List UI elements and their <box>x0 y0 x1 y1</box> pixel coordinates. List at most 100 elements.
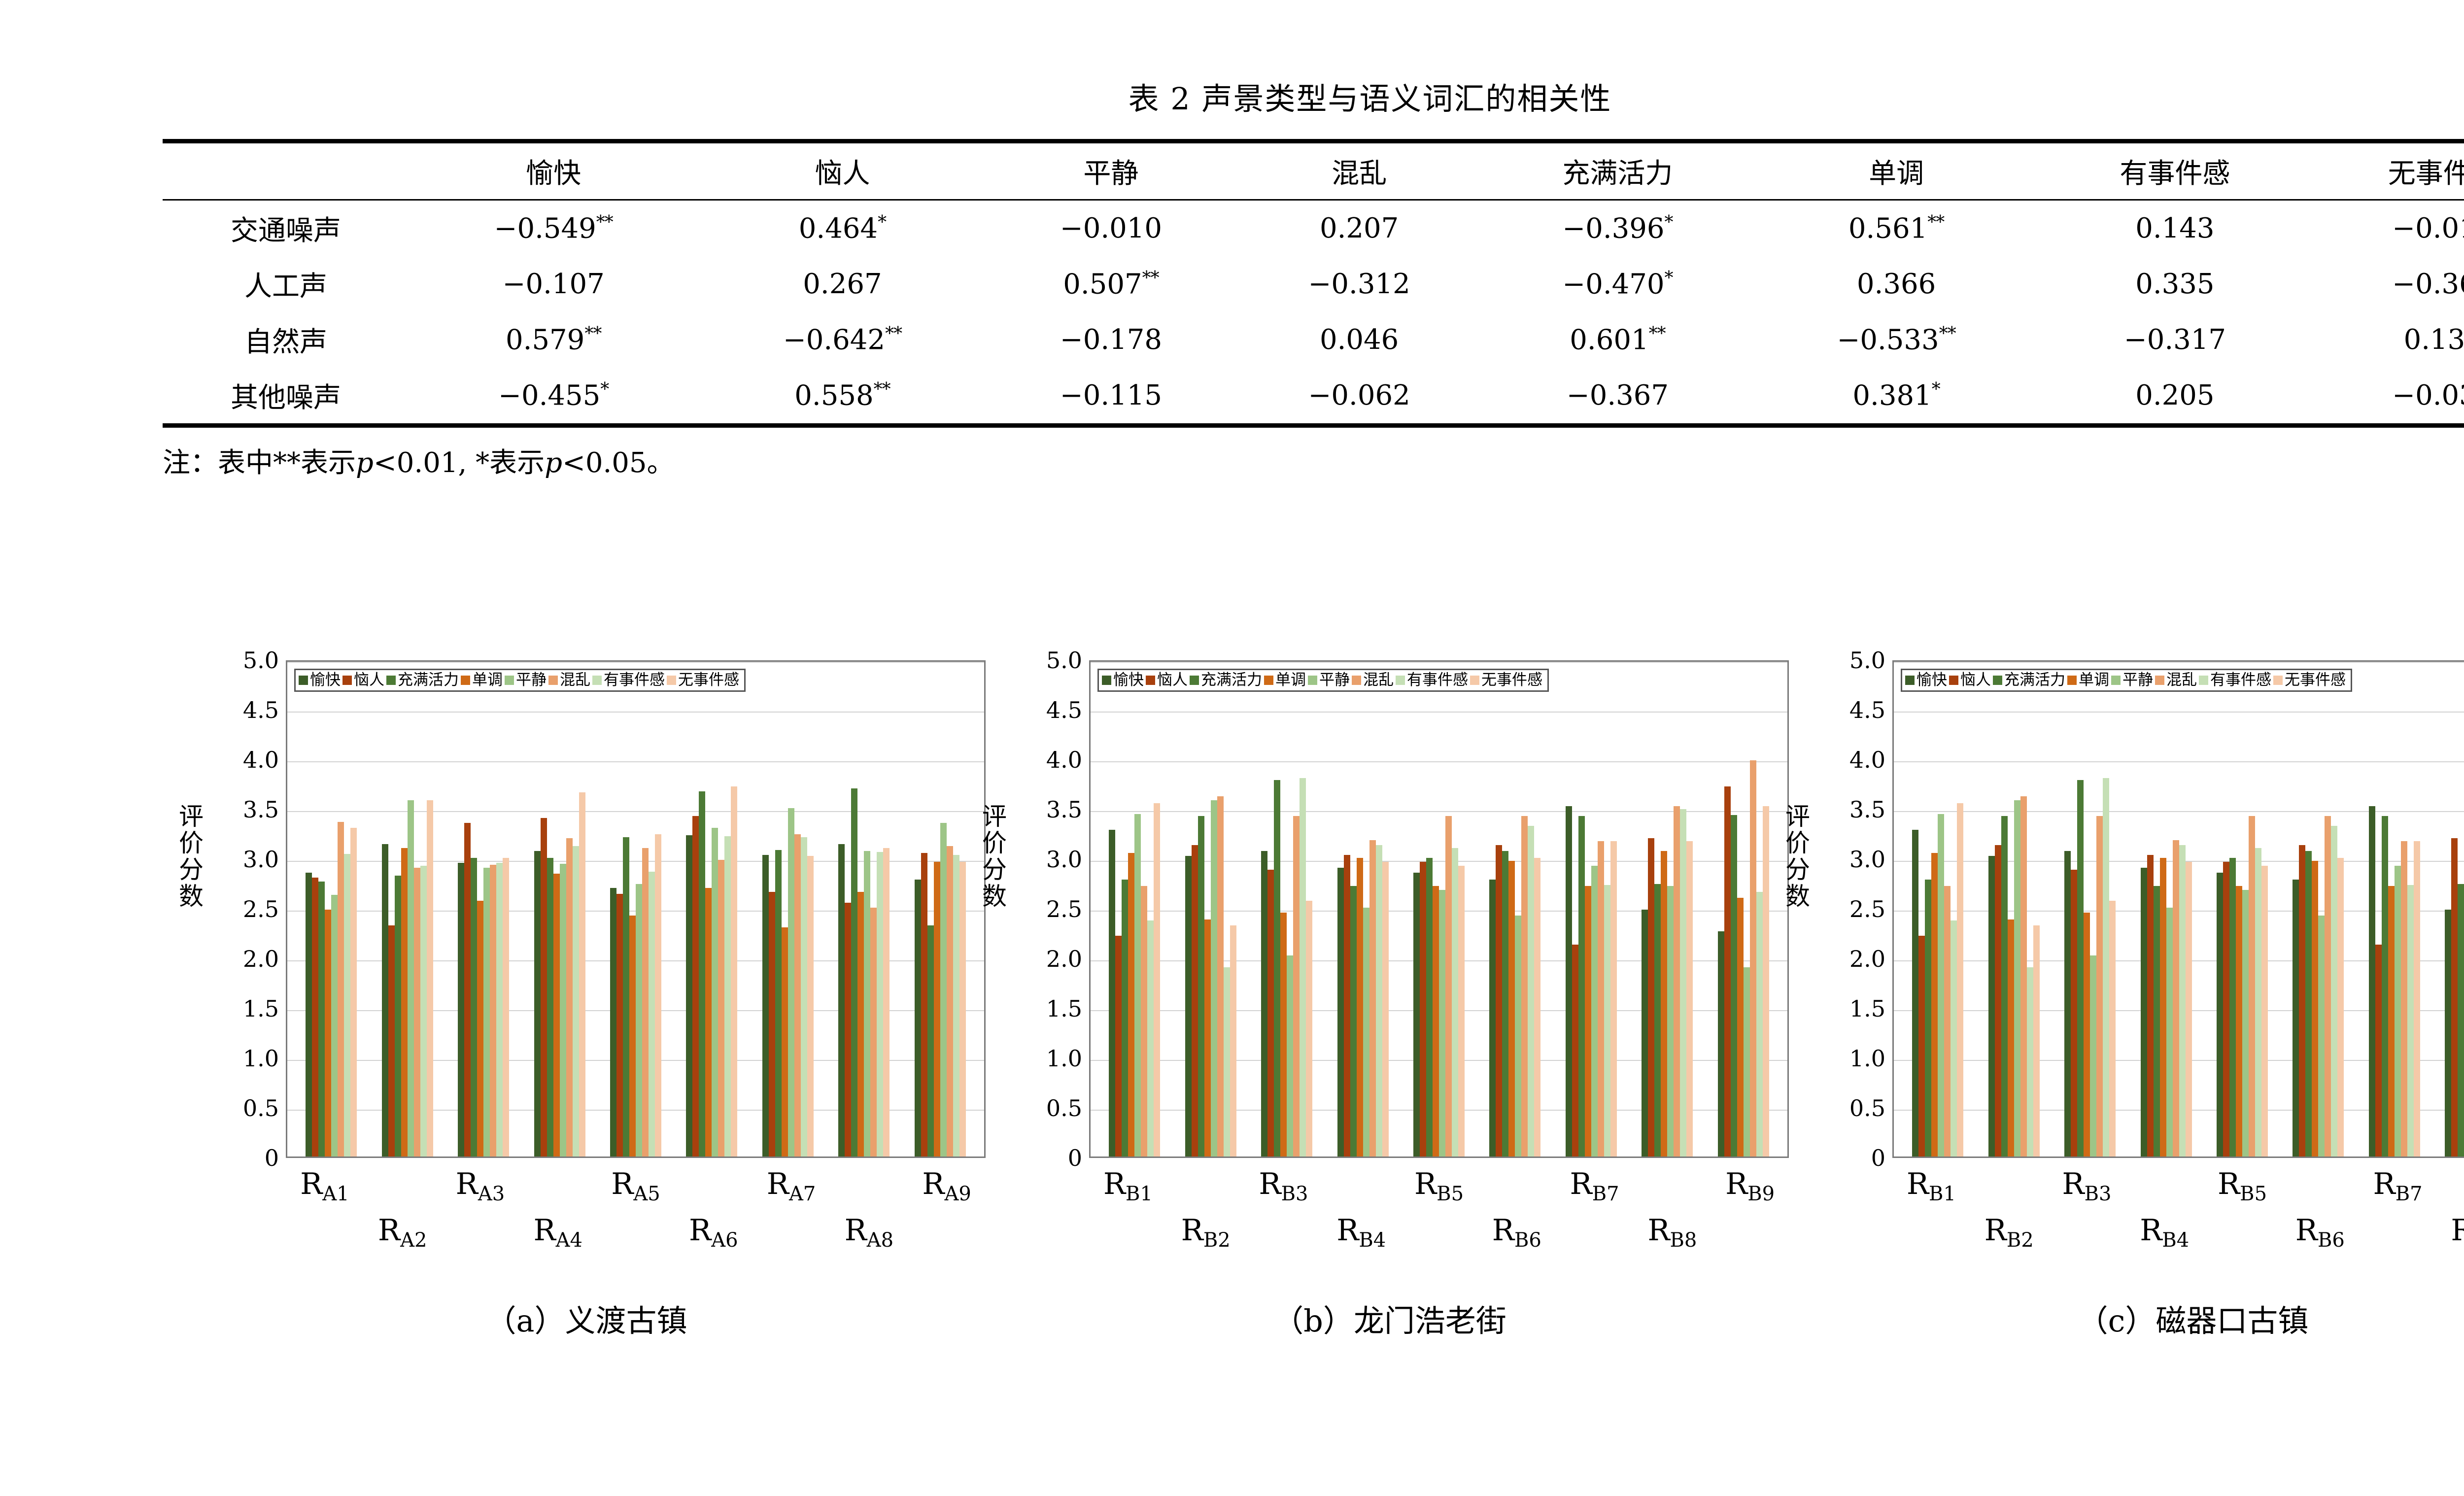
x-axis-tick-label: RB3 <box>2062 1167 2112 1205</box>
bar-group <box>1912 662 1964 1156</box>
bar <box>2077 780 2084 1156</box>
panel-caption: （b）龙门浩老街 <box>1273 1303 1506 1339</box>
bar <box>318 882 325 1156</box>
bar <box>1534 858 1541 1156</box>
legend-label: 平静 <box>2122 671 2153 689</box>
bar <box>2185 862 2192 1156</box>
y-axis-tick-label: 0.5 <box>242 1095 279 1122</box>
panel-caption: （c）磁器口古镇 <box>2077 1303 2309 1339</box>
gridline <box>1894 712 2464 713</box>
bar-group <box>686 662 738 1156</box>
table-col-header: 单调 <box>1869 158 1924 190</box>
bar <box>2381 816 2388 1156</box>
legend-label: 愉快 <box>310 671 341 689</box>
table-cell: 0.267 <box>803 268 882 300</box>
bar <box>1502 850 1509 1156</box>
significance-marker: ** <box>885 323 902 344</box>
bar-group <box>1642 662 1693 1156</box>
chart-panel-a: 评价分数 5.0 4.5 4.0 3.5 3.0 2.5 2.0 1.5 1.0 0.5 0 愉快 恼人充… <box>163 647 1010 1493</box>
bar <box>692 816 699 1156</box>
legend-item: 混乱 <box>1352 673 1394 688</box>
bar <box>553 874 560 1156</box>
x-axis-tick-label: RB5 <box>2217 1167 2267 1205</box>
note-mid: <0.01, *表示 <box>373 447 545 479</box>
bar <box>1957 803 1964 1156</box>
note-p-symbol-1: p <box>356 447 374 479</box>
table-cell: 0.579** <box>505 323 602 356</box>
legend-label: 无事件感 <box>2285 671 2346 689</box>
chart-legend: 愉快 恼人 充满活力 单调 平静 混乱 有事件感 无事件感 <box>1901 669 2352 692</box>
legend-label: 无事件感 <box>1481 671 1542 689</box>
legend-swatch-icon <box>386 676 396 685</box>
significance-marker: ** <box>1927 212 1945 233</box>
chart-panel-b: 评价分数 5.0 4.5 4.0 3.5 3.0 2.5 2.0 1.5 1.0 0.5 0 愉快 恼人充… <box>966 647 1814 1493</box>
legend-item: 无事件感 <box>667 673 739 688</box>
legend-item: 恼人 <box>1146 673 1188 688</box>
x-axis-tick-label: RB2 <box>1984 1213 2034 1252</box>
bar <box>2223 862 2229 1156</box>
bar <box>1413 873 1420 1156</box>
legend-label: 平静 <box>516 671 547 689</box>
x-axis-tick-label: RA9 <box>922 1167 971 1205</box>
bar <box>1938 814 1945 1156</box>
legend-swatch-icon <box>1352 676 1361 685</box>
bar <box>2451 838 2458 1156</box>
gridline <box>1091 761 1787 762</box>
bar <box>388 925 395 1156</box>
y-axis-tick-label: 5.0 <box>1849 647 1885 674</box>
bar-group <box>1413 662 1465 1156</box>
legend-label: 充满活力 <box>2004 671 2065 689</box>
bar <box>2033 925 2040 1156</box>
bar <box>394 876 401 1156</box>
bar <box>914 880 921 1156</box>
bar <box>2140 868 2147 1156</box>
x-axis-tick-label: RB8 <box>1647 1213 1697 1252</box>
bar <box>654 834 661 1156</box>
bar-group <box>458 662 510 1156</box>
gridline <box>287 861 984 862</box>
bar <box>1951 920 1957 1156</box>
significance-marker: * <box>1931 379 1941 400</box>
bar <box>1674 806 1680 1156</box>
x-axis-tick-label: RA5 <box>611 1167 660 1205</box>
bar <box>1730 815 1737 1156</box>
table-cell: 0.601** <box>1570 323 1666 356</box>
bar <box>610 887 616 1156</box>
bar <box>1337 868 1344 1156</box>
bar <box>2368 806 2375 1156</box>
bar <box>933 862 940 1156</box>
table-col-header: 恼人 <box>815 158 870 190</box>
table-row-header: 其他噪声 <box>231 382 341 414</box>
correlation-table-block: 表 2 声景类型与语义词汇的相关性 愉快 恼人 平静 混乱 充满活力 单调 有事件感 无事件感… <box>163 74 2464 480</box>
bar <box>2445 910 2452 1156</box>
significance-marker: * <box>1664 268 1674 288</box>
table-cell: 0.335 <box>2135 268 2215 300</box>
y-axis-tick-label: 1.5 <box>1849 995 1885 1022</box>
bar-group <box>1337 662 1389 1156</box>
bar <box>426 800 433 1156</box>
bar <box>807 855 814 1156</box>
bar <box>927 925 934 1156</box>
legend-item: 有事件感 <box>2199 673 2271 688</box>
bar <box>959 862 966 1156</box>
bar <box>2026 967 2033 1156</box>
bar <box>2242 889 2249 1156</box>
legend-label: 混乱 <box>2166 671 2197 689</box>
table-cell: −0.360 <box>2392 268 2464 300</box>
bar <box>1363 908 1369 1156</box>
bar <box>407 800 414 1156</box>
gridline <box>1894 761 2464 762</box>
bar <box>1185 855 1192 1156</box>
table-cell: −0.062 <box>1308 379 1410 411</box>
bar <box>705 887 712 1156</box>
bar <box>724 836 731 1156</box>
bar <box>496 863 503 1156</box>
bar <box>1925 880 1932 1156</box>
bar <box>1230 925 1236 1156</box>
y-axis-tick-label: 0.5 <box>1849 1095 1885 1122</box>
bar <box>2375 944 2382 1156</box>
note-prefix: 注：表中**表示 <box>163 447 356 479</box>
gridline <box>1091 811 1787 812</box>
y-axis-tick-label: 4.5 <box>1849 697 1885 723</box>
legend-item: 平静 <box>2111 673 2153 688</box>
